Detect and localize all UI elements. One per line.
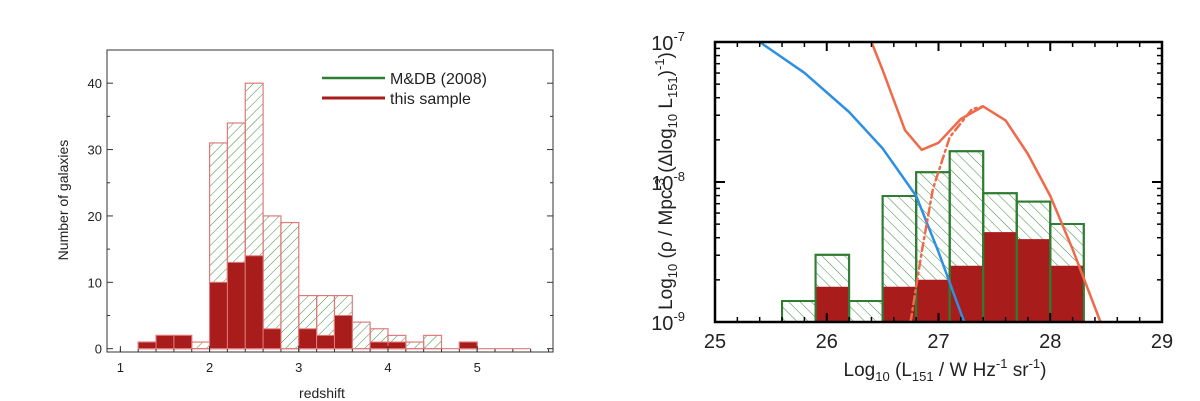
md-bar xyxy=(1015,200,1052,324)
y-tick-label: 30 xyxy=(88,143,102,158)
x-tick-label: 1 xyxy=(117,360,124,375)
sample-bar xyxy=(1050,265,1085,323)
sample-bar xyxy=(209,281,228,350)
y-tick-label: 10 xyxy=(88,275,102,290)
sample-bar xyxy=(244,255,264,350)
md-bar xyxy=(405,341,425,350)
x-axis-label: redshift xyxy=(299,385,345,401)
sample-bar xyxy=(458,341,478,350)
plot-frame xyxy=(106,49,554,353)
y-axis-label: Number of galaxies xyxy=(55,140,71,261)
x-tick-label: 26 xyxy=(816,331,838,353)
sample-bar xyxy=(1016,239,1051,323)
sample-bar xyxy=(226,261,246,350)
md-bar-outline xyxy=(915,171,951,323)
sample-bar xyxy=(882,286,917,323)
model-curve xyxy=(870,42,1102,322)
sample-bar xyxy=(316,334,335,350)
md-bar-outline xyxy=(881,195,918,323)
x-tick-label: 4 xyxy=(384,360,391,375)
model-curve xyxy=(909,105,985,322)
x-tick-label: 29 xyxy=(1151,331,1173,353)
model-curve xyxy=(758,42,966,322)
md-bar-outline xyxy=(1015,200,1052,324)
y-tick-label: 10-9 xyxy=(651,309,685,335)
legend-label-sample: this sample xyxy=(390,91,471,108)
md-bar xyxy=(948,150,985,323)
md-bar xyxy=(814,253,851,323)
sample-bar xyxy=(949,265,984,323)
x-tick-label: 3 xyxy=(295,360,302,375)
x-tick-label: 2 xyxy=(206,360,213,375)
md-bar xyxy=(881,195,918,323)
sample-bar xyxy=(387,341,407,350)
x-tick-label: 25 xyxy=(704,331,726,353)
sample-bar xyxy=(155,334,175,350)
sample-bar xyxy=(173,334,193,350)
sample-bar xyxy=(982,232,1017,323)
y-tick-label: 10-8 xyxy=(651,169,685,195)
sample-bar xyxy=(815,286,850,323)
y-tick-label: 40 xyxy=(88,76,102,91)
sample-bar xyxy=(369,341,389,350)
y-tick-label: 10-7 xyxy=(651,29,685,55)
x-tick-label: 27 xyxy=(927,331,949,353)
x-tick-label: 28 xyxy=(1039,331,1061,353)
y-axis-label: Log10 (ρ / Mpc-3 (Δlog10 L151)-1) xyxy=(652,52,680,310)
redshift-histogram-chart: 1 2 3 4 5 0 10 20 30 40 M&DB (2008) this sample r… xyxy=(55,49,554,401)
md-bar xyxy=(351,321,371,350)
md-bar xyxy=(982,192,1018,323)
x-tick-label: 5 xyxy=(474,360,481,375)
md-bar xyxy=(191,341,211,350)
md-bar xyxy=(781,300,817,323)
md-bar-outline xyxy=(948,150,985,323)
md-bar xyxy=(1049,223,1085,323)
md-bar xyxy=(848,300,884,323)
md-bar-outline xyxy=(781,300,817,323)
x-axis-label: Log10 (L151 / W Hz-1 sr-1) xyxy=(844,356,1047,384)
md-bar xyxy=(423,334,443,350)
md-bar-outline xyxy=(848,300,884,323)
sample-bar xyxy=(333,314,353,350)
plot-frame xyxy=(713,40,1164,324)
sample-bar xyxy=(915,279,950,323)
md-bar-outline xyxy=(814,253,851,323)
md-bar xyxy=(915,171,951,323)
md-bar-outline xyxy=(1049,223,1085,323)
y-tick-label: 0 xyxy=(95,342,102,357)
legend-label-md: M&DB (2008) xyxy=(390,71,487,88)
sample-bar xyxy=(137,341,157,350)
y-tick-label: 20 xyxy=(88,209,102,224)
sample-bar xyxy=(298,328,318,350)
sample-bar xyxy=(262,328,282,350)
md-bar xyxy=(280,221,300,350)
md-bar-outline xyxy=(982,192,1018,323)
